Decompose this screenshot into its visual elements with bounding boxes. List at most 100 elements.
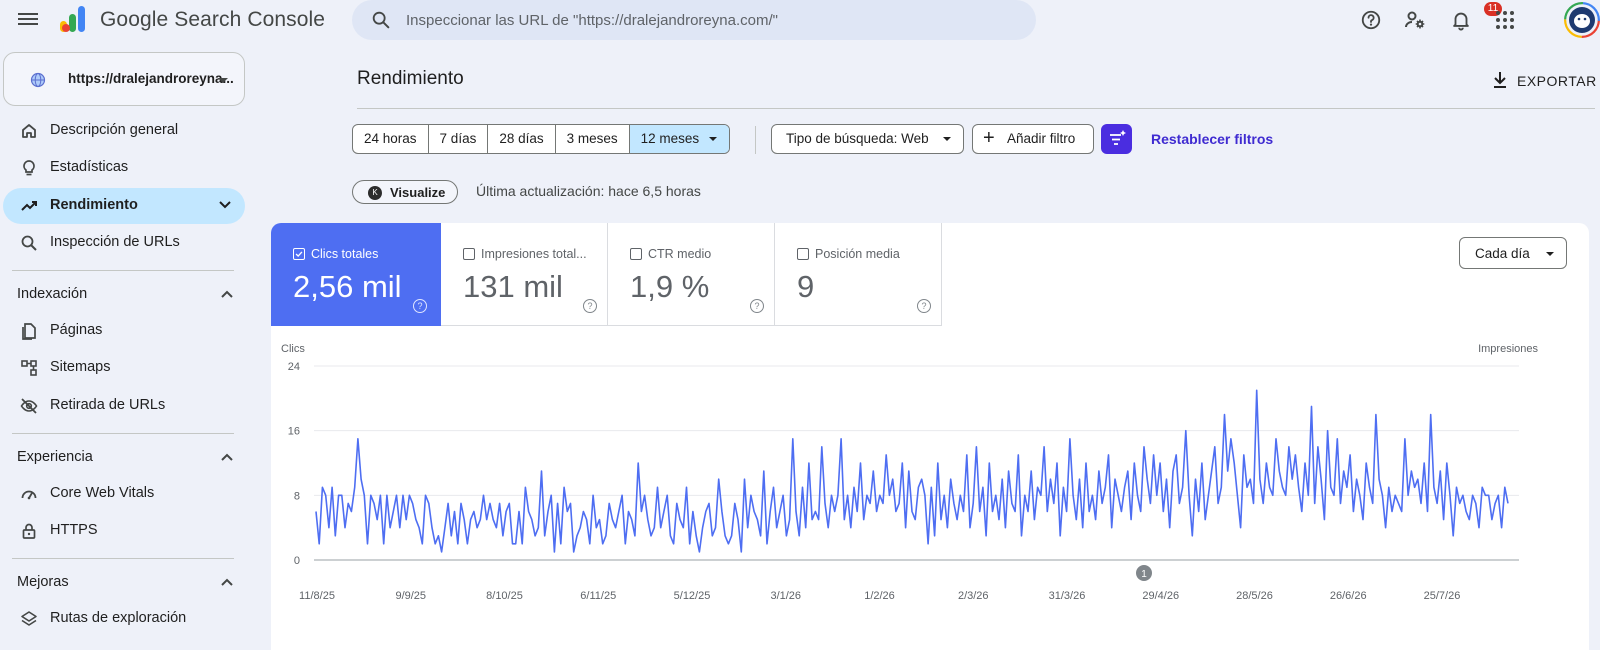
help-icon[interactable] bbox=[1357, 6, 1385, 34]
sidebar-item-label: HTTPS bbox=[50, 522, 98, 538]
granularity-dropdown[interactable]: Cada día bbox=[1459, 237, 1567, 269]
metric-total-clicks[interactable]: Clics totales 2,56 mil ? bbox=[271, 223, 441, 326]
x-tick-label: 2/3/26 bbox=[958, 590, 989, 602]
section-enhancements[interactable]: Mejoras bbox=[3, 568, 245, 598]
metric-label: Posición media bbox=[815, 247, 900, 261]
sidebar-item-label: Descripción general bbox=[50, 122, 179, 138]
metric-impressions[interactable]: Impresiones total... 131 mil ? bbox=[441, 223, 608, 326]
extension-icon: K bbox=[368, 186, 382, 200]
x-tick-label: 9/9/25 bbox=[395, 590, 426, 602]
globe-icon bbox=[30, 72, 46, 88]
range-24h[interactable]: 24 horas bbox=[353, 125, 429, 153]
metric-position[interactable]: Posición media 9 ? bbox=[775, 223, 942, 326]
sidebar-item-label: Estadísticas bbox=[50, 159, 129, 175]
metric-label: Impresiones total... bbox=[481, 247, 587, 261]
sidebar-item-label: Core Web Vitals bbox=[50, 485, 155, 501]
header-divider bbox=[357, 108, 1595, 109]
range-7d[interactable]: 7 días bbox=[429, 125, 489, 153]
sidebar-item-breadcrumbs[interactable]: Rutas de exploración bbox=[3, 601, 245, 637]
sidebar-item-label: Rendimiento bbox=[50, 197, 138, 213]
range-28d[interactable]: 28 días bbox=[488, 125, 556, 153]
bell-icon[interactable] bbox=[1447, 6, 1475, 34]
reset-filters-link[interactable]: Restablecer filtros bbox=[1151, 131, 1274, 147]
sidebar-item-core-web-vitals[interactable]: Core Web Vitals bbox=[3, 476, 245, 512]
sidebar-item-label: Páginas bbox=[50, 322, 103, 338]
section-indexing[interactable]: Indexación bbox=[3, 280, 245, 310]
sidebar-item-overview[interactable]: Descripción general bbox=[3, 113, 245, 149]
section-experience[interactable]: Experiencia bbox=[3, 443, 245, 473]
chevron-up-icon bbox=[221, 290, 233, 298]
filter-options-button[interactable] bbox=[1101, 124, 1132, 154]
help-icon[interactable]: ? bbox=[413, 299, 427, 313]
search-icon bbox=[21, 235, 37, 251]
series-line-clicks bbox=[315, 389, 1509, 553]
download-icon bbox=[1494, 72, 1506, 88]
export-button[interactable]: EXPORTAR bbox=[1485, 66, 1596, 96]
annotation-marker bbox=[1136, 565, 1152, 581]
clicks-line-chart: Clics Impresiones 0 8 16 24 11/8/25 9/9/25 8/10/… bbox=[281, 343, 1538, 602]
layers-icon bbox=[21, 611, 37, 626]
trending-up-icon bbox=[21, 201, 37, 211]
lightbulb-icon bbox=[23, 160, 35, 176]
search-type-dropdown[interactable]: Tipo de búsqueda: Web bbox=[771, 124, 964, 154]
lock-icon bbox=[22, 523, 36, 539]
checkbox-icon[interactable] bbox=[463, 248, 475, 260]
x-tick-label: 8/10/25 bbox=[486, 590, 523, 602]
apps-grid-icon[interactable] bbox=[1491, 6, 1519, 34]
chevron-down-icon[interactable] bbox=[219, 201, 231, 209]
date-range-selector: 24 horas 7 días 28 días 3 meses 12 meses bbox=[352, 124, 731, 154]
sidebar-item-url-inspection[interactable]: Inspección de URLs bbox=[3, 225, 245, 261]
help-icon[interactable]: ? bbox=[750, 299, 764, 313]
sidebar-item-removals[interactable]: Retirada de URLs bbox=[3, 388, 245, 424]
add-filter-button[interactable]: + Añadir filtro bbox=[972, 124, 1094, 154]
range-3m[interactable]: 3 meses bbox=[556, 125, 630, 153]
plus-icon: + bbox=[983, 127, 995, 149]
sidebar-item-label: Rutas de exploración bbox=[50, 610, 187, 626]
visualize-label: Visualize bbox=[390, 185, 446, 200]
add-filter-label: Añadir filtro bbox=[1007, 131, 1076, 146]
x-tick-label: 31/3/26 bbox=[1049, 590, 1086, 602]
help-icon[interactable]: ? bbox=[583, 299, 597, 313]
url-inspect-search[interactable] bbox=[352, 0, 1036, 40]
metric-label: CTR medio bbox=[648, 247, 712, 261]
checkbox-icon[interactable] bbox=[797, 248, 809, 260]
speed-icon bbox=[21, 490, 37, 500]
checkbox-checked-icon[interactable] bbox=[293, 248, 305, 260]
property-selector[interactable]: https://dralejandroreyna... bbox=[3, 52, 245, 106]
annotation-marker-label: 1 bbox=[1141, 569, 1147, 580]
app-title: Google Search Console bbox=[100, 8, 326, 31]
checkbox-icon[interactable] bbox=[630, 248, 642, 260]
visualize-button[interactable]: K Visualize bbox=[352, 180, 458, 204]
search-input[interactable] bbox=[406, 0, 1006, 40]
search-icon[interactable] bbox=[370, 9, 392, 31]
sidebar: https://dralejandroreyna... Descripción … bbox=[0, 44, 250, 650]
menu-icon[interactable] bbox=[18, 10, 38, 28]
range-12m[interactable]: 12 meses bbox=[629, 125, 730, 153]
sidebar-item-pages[interactable]: Páginas bbox=[3, 313, 245, 349]
sidebar-item-performance[interactable]: Rendimiento bbox=[3, 188, 245, 224]
user-settings-icon[interactable] bbox=[1401, 6, 1429, 34]
eye-off-icon bbox=[20, 398, 38, 414]
sidebar-item-insights[interactable]: Estadísticas bbox=[3, 150, 245, 186]
help-icon[interactable]: ? bbox=[917, 299, 931, 313]
sidebar-item-https[interactable]: HTTPS bbox=[3, 513, 245, 549]
pages-icon bbox=[22, 323, 36, 340]
avatar[interactable] bbox=[1564, 2, 1600, 38]
y-tick-label: 0 bbox=[294, 555, 300, 567]
x-tick-label: 29/4/26 bbox=[1142, 590, 1179, 602]
sitemap-icon bbox=[21, 360, 37, 376]
x-tick-label: 6/11/25 bbox=[580, 590, 616, 602]
granularity-label: Cada día bbox=[1475, 246, 1530, 261]
metric-label: Clics totales bbox=[311, 247, 379, 261]
home-icon bbox=[22, 124, 36, 138]
metric-value: 1,9 % bbox=[630, 269, 710, 304]
sidebar-item-sitemaps[interactable]: Sitemaps bbox=[3, 350, 245, 386]
y-axis-label: Clics bbox=[281, 343, 305, 355]
search-console-logo bbox=[60, 6, 85, 32]
filter-divider bbox=[755, 126, 756, 154]
metric-ctr[interactable]: CTR medio 1,9 % ? bbox=[608, 223, 775, 326]
page-title: Rendimiento bbox=[357, 68, 464, 89]
section-label: Indexación bbox=[17, 286, 88, 302]
metric-value: 9 bbox=[797, 269, 815, 304]
x-tick-label: 26/6/26 bbox=[1330, 590, 1367, 602]
